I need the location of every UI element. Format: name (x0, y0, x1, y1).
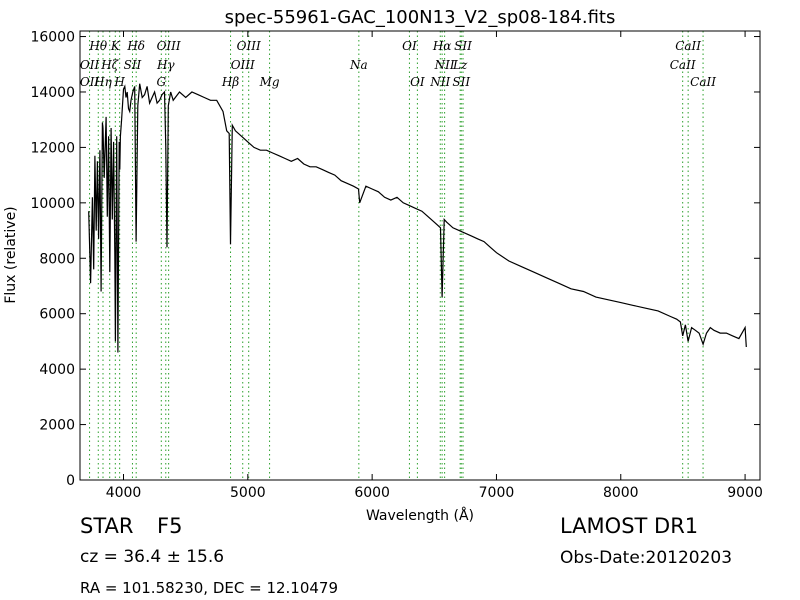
line-label-lines_upper-5: Na (349, 58, 368, 72)
line-label-lines_lower-4: Hβ (221, 75, 239, 89)
line-label-lines_top-3: OIII (157, 39, 181, 53)
line-label-lines_top-8: CaII (675, 39, 701, 53)
line-label-lines_lower-6: OI (410, 75, 425, 89)
line-label-lines_upper-2: SII (124, 58, 142, 72)
chart-title: spec-55961-GAC_100N13_V2_sp08-184.fits (225, 7, 616, 28)
line-label-lines_top-2: Hδ (126, 39, 145, 53)
x-tick-label-0: 4000 (106, 485, 142, 501)
y-tick-label-8: 16000 (30, 30, 75, 46)
x-axis-ticks: 4000 5000 6000 7000 8000 9000 (106, 31, 763, 501)
y-tick-label-7: 14000 (30, 85, 75, 101)
line-label-lines_lower-9: CaII (690, 75, 716, 89)
line-label-lines_upper-7: Lz (452, 58, 468, 72)
spectral-line-markers (89, 31, 704, 480)
x-tick-label-4: 8000 (603, 485, 639, 501)
line-label-lines_top-1: K (110, 39, 121, 53)
redshift-cz: cz = 36.4 ± 15.6 (80, 547, 225, 567)
y-tick-label-0: 0 (66, 473, 75, 489)
line-label-lines_upper-4: OIII (231, 58, 255, 72)
y-tick-label-3: 6000 (39, 307, 75, 323)
line-label-lines_lower-2: H (113, 75, 125, 89)
object-subclass: F5 (157, 514, 183, 538)
object-class: STAR (80, 514, 134, 538)
line-label-lines_lower-5: Mg (259, 75, 280, 89)
line-label-lines_upper-6: NII (434, 58, 455, 72)
y-tick-label-1: 2000 (39, 418, 75, 434)
y-tick-label-4: 8000 (39, 251, 75, 267)
x-tick-label-2: 6000 (354, 485, 390, 501)
spectrum-line (88, 83, 747, 353)
line-label-lines_top-7: SII (454, 39, 472, 53)
line-label-lines_upper-3: Hγ (156, 58, 175, 72)
line-label-lines_top-0: Hθ (88, 39, 107, 53)
line-label-lines_lower-0: OII (80, 75, 100, 89)
y-tick-label-6: 12000 (30, 140, 75, 156)
line-label-lines_upper-8: CaII (670, 58, 696, 72)
line-label-lines_top-6: Hα (432, 39, 452, 53)
line-label-lines_lower-8: SII (452, 75, 470, 89)
y-axis-ticks: 0 2000 4000 6000 8000 10000 12000 14000 16000 (30, 30, 760, 489)
y-tick-label-2: 4000 (39, 362, 75, 378)
line-label-lines_upper-1: Hζ (100, 58, 119, 72)
line-label-lines_top-5: OI (402, 39, 417, 53)
x-tick-label-5: 9000 (727, 485, 763, 501)
line-label-lines_lower-7: NII (429, 75, 450, 89)
line-label-lines_lower-1: Hη (93, 75, 112, 89)
line-label-lines_top-4: OIII (237, 39, 261, 53)
survey-name: LAMOST DR1 (560, 514, 699, 538)
x-tick-label-3: 7000 (479, 485, 515, 501)
observation-date: Obs-Date:20120203 (560, 548, 733, 568)
plot-frame (79, 30, 761, 481)
line-label-lines_lower-3: G (157, 75, 167, 89)
coordinates: RA = 101.58230, DEC = 12.10479 (80, 579, 339, 597)
x-tick-label-1: 5000 (230, 485, 266, 501)
y-axis-label: Flux (relative) (3, 206, 19, 303)
x-axis-label: Wavelength (Å) (366, 507, 474, 524)
y-tick-label-5: 10000 (30, 196, 75, 212)
line-label-lines_upper-0: OII (80, 58, 100, 72)
